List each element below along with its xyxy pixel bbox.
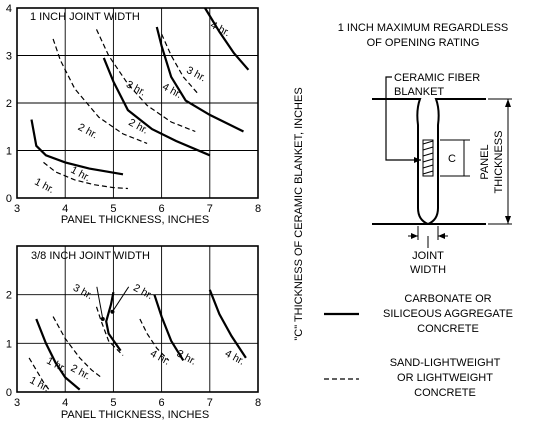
legend-dashed-line-2: OR LIGHTWEIGHT bbox=[397, 372, 493, 384]
curve-label: 4 hr. bbox=[208, 19, 232, 39]
ceramic-blanket bbox=[422, 139, 434, 177]
c-dimension-lines bbox=[440, 139, 470, 177]
x-tick-label: 7 bbox=[207, 203, 213, 215]
series-line-solid bbox=[204, 7, 250, 71]
curve-label: 1 hr. bbox=[32, 176, 56, 196]
series-line-solid bbox=[153, 294, 185, 361]
x-tick-label: 3 bbox=[14, 203, 20, 215]
x-tick-label: 6 bbox=[159, 397, 165, 409]
pointer-dot bbox=[100, 317, 105, 321]
shared-y-axis-label: "C" THICKNESS OF CERAMIC BLANKET, INCHES bbox=[293, 87, 305, 340]
chart-1-ticks: 3 4 5 6 7 8 0 1 2 3 4 bbox=[6, 3, 261, 215]
y-tick-label: 0 bbox=[6, 387, 12, 399]
curve-label: 2 hr. bbox=[131, 282, 155, 302]
y-tick-label: 2 bbox=[6, 290, 12, 302]
curve-label: 3 hr. bbox=[184, 64, 208, 84]
curve-label: 3 hr. bbox=[175, 348, 199, 368]
series-line-solid bbox=[105, 291, 122, 352]
series-line-dashed bbox=[95, 29, 196, 133]
blanket-label-line-1: CERAMIC FIBER bbox=[394, 72, 480, 84]
curve-label: 4 hr. bbox=[160, 81, 184, 101]
y-tick-label: 2 bbox=[6, 98, 12, 110]
joint-width-line-1: JOINT bbox=[412, 250, 444, 262]
x-tick-label: 5 bbox=[110, 203, 116, 215]
y-tick-label: 1 bbox=[6, 146, 12, 158]
x-tick-label: 8 bbox=[255, 203, 261, 215]
chart-1-xlabel: PANEL THICKNESS, INCHES bbox=[61, 214, 209, 226]
series-line-solid bbox=[155, 26, 244, 133]
chart-1-curve-labels: 1 hr.1 hr.2 hr.2 hr.3 hr.3 hr.4 hr.4 hr. bbox=[32, 19, 232, 196]
series-line-dashed bbox=[95, 306, 124, 356]
curve-label: 4 hr. bbox=[148, 348, 172, 368]
x-tick-label: 4 bbox=[62, 203, 68, 215]
curve-label: 1 hr. bbox=[45, 355, 69, 375]
pointer-leader bbox=[96, 286, 104, 320]
series-line-solid bbox=[30, 119, 124, 176]
curve-label: 2 hr. bbox=[76, 121, 100, 141]
chart-1-title: 1 INCH JOINT WIDTH bbox=[30, 11, 140, 23]
legend-dashed-line-1: SAND-LIGHTWEIGHT bbox=[390, 357, 501, 369]
chart-2-ticks: 3 4 5 6 7 8 0 1 2 bbox=[6, 290, 261, 409]
legend-solid-line-1: CARBONATE OR bbox=[404, 293, 491, 305]
x-tick-label: 6 bbox=[159, 203, 165, 215]
series-line-dashed bbox=[52, 38, 148, 144]
right-panel-outline bbox=[427, 98, 486, 225]
pointer-dot bbox=[110, 309, 115, 314]
blanket-hatching bbox=[422, 140, 434, 175]
chart-1-inch-joint: 1 INCH JOINT WIDTH 1 hr.1 hr.2 hr.2 hr.3… bbox=[6, 3, 261, 226]
blanket-arrow-head bbox=[414, 157, 421, 163]
chart-2-xlabel: PANEL THICKNESS, INCHES bbox=[61, 409, 209, 421]
x-tick-label: 7 bbox=[207, 397, 213, 409]
joint-width-line-2: WIDTH bbox=[410, 264, 446, 276]
x-tick-label: 4 bbox=[62, 397, 68, 409]
joint-detail-panel: 1 INCH MAXIMUM REGARDLESS OF OPENING RAT… bbox=[338, 22, 512, 276]
legend-solid-line-2: SILICEOUS AGGREGATE bbox=[383, 308, 513, 320]
series-line-dashed bbox=[52, 316, 102, 378]
max-note-line-1: 1 INCH MAXIMUM REGARDLESS bbox=[338, 22, 509, 34]
chart-1-grid bbox=[16, 7, 259, 199]
panel-thickness-line-2: THICKNESS bbox=[493, 131, 505, 194]
series-line-dashed bbox=[161, 33, 199, 94]
legend-solid-line-3: CONCRETE bbox=[417, 323, 479, 335]
blanket-leader-line bbox=[385, 76, 392, 88]
legend: CARBONATE OR SILICEOUS AGGREGATE CONCRET… bbox=[324, 293, 513, 399]
series-line-dashed bbox=[139, 318, 170, 361]
blanket-arrow-line bbox=[385, 88, 421, 161]
pointer-leader bbox=[112, 286, 130, 312]
curve-label: 2 hr. bbox=[126, 116, 150, 136]
series-line-solid bbox=[102, 57, 211, 157]
x-tick-label: 3 bbox=[14, 397, 20, 409]
chart-2-curves bbox=[28, 289, 247, 393]
max-note-line-2: OF OPENING RATING bbox=[367, 37, 480, 49]
legend-dashed-line-3: CONCRETE bbox=[414, 387, 476, 399]
series-line-dashed bbox=[28, 357, 52, 393]
curve-label: 3 hr. bbox=[124, 78, 148, 98]
chart-3-8-inch-joint: 3/8 INCH JOINT WIDTH 1 hr.1 hr.2 hr.2 hr… bbox=[6, 245, 261, 421]
curve-label: 2 hr. bbox=[69, 362, 93, 382]
chart-1-curves bbox=[30, 7, 250, 190]
panel-thickness-line-1: PANEL bbox=[479, 144, 491, 179]
left-panel-outline bbox=[372, 98, 429, 225]
blanket-label-line-2: BLANKET bbox=[394, 86, 444, 98]
joint-width-arrows bbox=[411, 233, 445, 239]
x-tick-label: 5 bbox=[110, 397, 116, 409]
series-line-dashed bbox=[43, 161, 128, 190]
chart-2-title: 3/8 INCH JOINT WIDTH bbox=[31, 250, 150, 262]
x-tick-label: 8 bbox=[255, 397, 261, 409]
curve-label: 4 hr. bbox=[223, 348, 247, 368]
y-tick-label: 4 bbox=[6, 3, 12, 15]
curve-label: 3 hr. bbox=[71, 282, 95, 302]
c-dimension-label: C bbox=[448, 153, 456, 165]
y-tick-label: 0 bbox=[6, 193, 12, 205]
y-tick-label: 1 bbox=[6, 338, 12, 350]
series-line-solid bbox=[35, 318, 81, 391]
y-tick-label: 3 bbox=[6, 51, 12, 63]
series-line-solid bbox=[208, 289, 247, 359]
chart-2-grid bbox=[16, 245, 259, 393]
chart-2-frame bbox=[16, 245, 259, 393]
